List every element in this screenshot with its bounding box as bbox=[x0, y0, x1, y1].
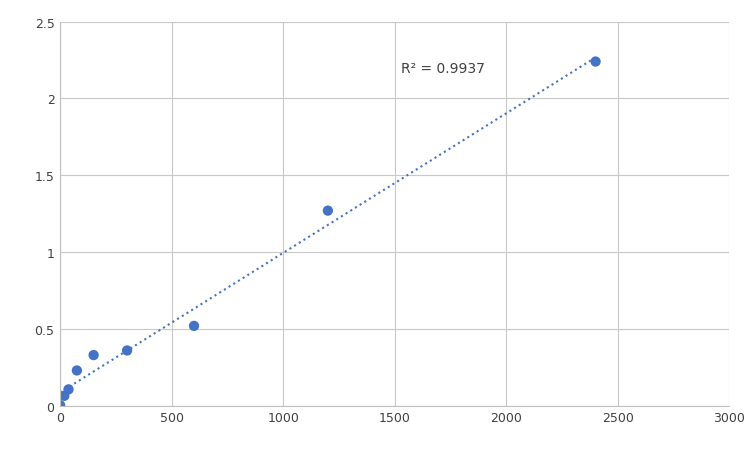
Point bbox=[590, 59, 602, 66]
Point bbox=[71, 367, 83, 374]
Point bbox=[121, 347, 133, 354]
Point bbox=[322, 207, 334, 215]
Point bbox=[59, 392, 71, 400]
Point bbox=[62, 386, 74, 393]
Point bbox=[54, 402, 66, 409]
Point bbox=[87, 352, 99, 359]
Point bbox=[188, 322, 200, 330]
Text: R² = 0.9937: R² = 0.9937 bbox=[402, 62, 485, 75]
